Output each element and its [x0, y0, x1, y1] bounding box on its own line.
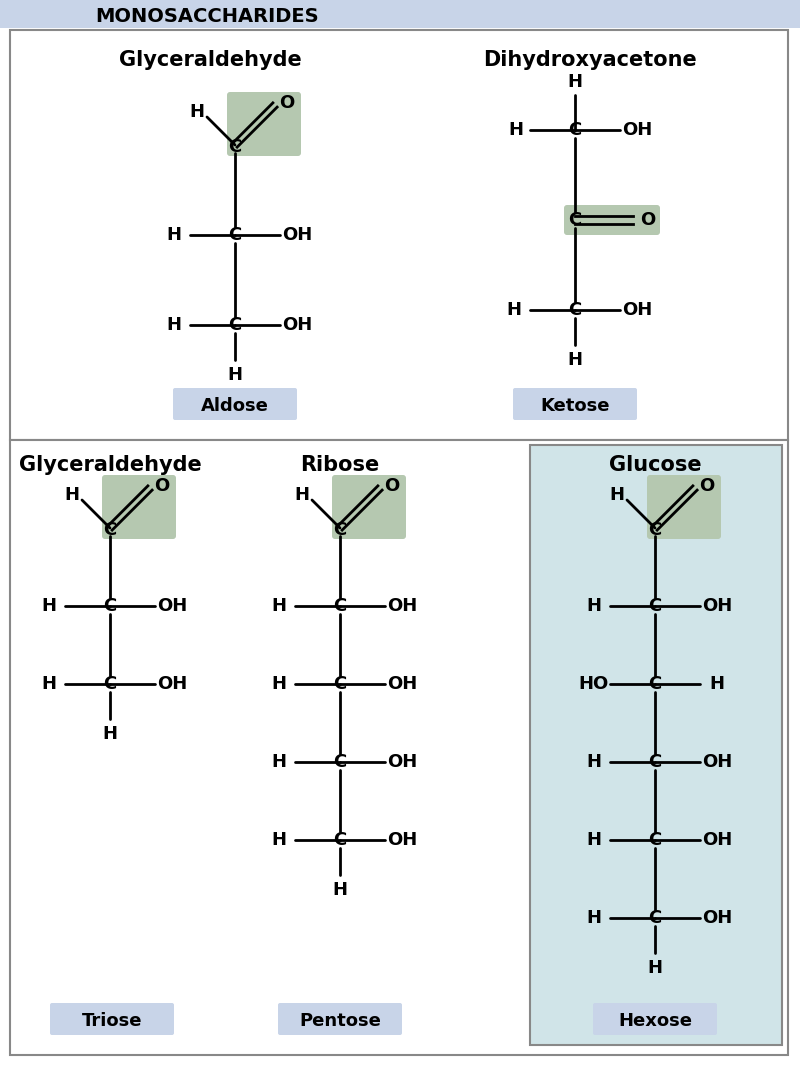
- Text: HO: HO: [579, 675, 609, 693]
- Text: OH: OH: [387, 675, 417, 693]
- Text: OH: OH: [702, 909, 732, 927]
- Text: H: H: [271, 675, 286, 693]
- Bar: [10, 440, 788, 1055]
- Text: H: H: [271, 753, 286, 771]
- Text: OH: OH: [702, 597, 732, 615]
- Text: H: H: [586, 597, 602, 615]
- Text: MONOSACCHARIDES: MONOSACCHARIDES: [95, 6, 318, 26]
- FancyBboxPatch shape: [50, 1003, 174, 1035]
- Text: OH: OH: [387, 753, 417, 771]
- Text: H: H: [166, 226, 182, 244]
- Text: Hexose: Hexose: [618, 1012, 692, 1030]
- FancyBboxPatch shape: [564, 205, 660, 235]
- Text: H: H: [190, 103, 205, 121]
- Text: H: H: [42, 597, 57, 615]
- Text: H: H: [586, 753, 602, 771]
- Text: OH: OH: [157, 675, 187, 693]
- Text: C: C: [648, 521, 662, 538]
- Text: Glyceraldehyde: Glyceraldehyde: [118, 50, 302, 70]
- Text: OH: OH: [622, 300, 652, 319]
- Text: OH: OH: [622, 121, 652, 139]
- Text: H: H: [710, 675, 725, 693]
- Text: C: C: [648, 909, 662, 927]
- Text: H: H: [610, 486, 625, 504]
- Text: C: C: [334, 597, 346, 615]
- FancyBboxPatch shape: [278, 1003, 402, 1035]
- Text: OH: OH: [387, 831, 417, 849]
- Text: C: C: [103, 597, 117, 615]
- Text: H: H: [567, 351, 582, 369]
- Text: C: C: [648, 675, 662, 693]
- Text: H: H: [333, 881, 347, 899]
- Text: OH: OH: [387, 597, 417, 615]
- FancyBboxPatch shape: [102, 475, 176, 538]
- Text: Pentose: Pentose: [299, 1012, 381, 1030]
- Bar: [0, 0, 800, 28]
- Text: Triose: Triose: [82, 1012, 142, 1030]
- Text: O: O: [279, 94, 294, 112]
- Text: H: H: [102, 725, 118, 743]
- Text: Ribose: Ribose: [300, 454, 380, 475]
- FancyBboxPatch shape: [332, 475, 406, 538]
- Text: O: O: [154, 477, 170, 495]
- Text: H: H: [506, 300, 522, 319]
- Text: C: C: [228, 226, 242, 244]
- Text: C: C: [334, 675, 346, 693]
- Text: C: C: [334, 831, 346, 849]
- Text: OH: OH: [702, 753, 732, 771]
- Text: OH: OH: [157, 597, 187, 615]
- FancyBboxPatch shape: [593, 1003, 717, 1035]
- Text: H: H: [509, 121, 523, 139]
- Text: H: H: [65, 486, 79, 504]
- Text: OH: OH: [282, 316, 312, 334]
- Bar: [10, 30, 788, 440]
- Text: C: C: [648, 753, 662, 771]
- Text: H: H: [42, 675, 57, 693]
- Text: OH: OH: [282, 226, 312, 244]
- Text: H: H: [567, 73, 582, 90]
- FancyBboxPatch shape: [647, 475, 721, 538]
- Bar: [530, 445, 782, 1045]
- Text: O: O: [699, 477, 714, 495]
- Text: C: C: [334, 521, 346, 538]
- Text: H: H: [166, 316, 182, 334]
- Text: Aldose: Aldose: [201, 397, 269, 415]
- Text: Dihydroxyacetone: Dihydroxyacetone: [483, 50, 697, 70]
- Text: C: C: [103, 521, 117, 538]
- Text: C: C: [334, 753, 346, 771]
- Text: C: C: [568, 300, 582, 319]
- Text: Ketose: Ketose: [540, 397, 610, 415]
- FancyBboxPatch shape: [513, 388, 637, 420]
- Text: H: H: [647, 959, 662, 977]
- Text: Glyceraldehyde: Glyceraldehyde: [18, 454, 202, 475]
- Text: C: C: [568, 121, 582, 139]
- Text: C: C: [228, 316, 242, 334]
- Text: O: O: [640, 211, 656, 229]
- Text: O: O: [384, 477, 400, 495]
- Text: C: C: [228, 138, 242, 156]
- Text: H: H: [294, 486, 310, 504]
- Text: C: C: [648, 597, 662, 615]
- FancyBboxPatch shape: [173, 388, 297, 420]
- Text: H: H: [271, 597, 286, 615]
- Text: C: C: [568, 211, 582, 229]
- Text: H: H: [586, 831, 602, 849]
- FancyBboxPatch shape: [227, 92, 301, 156]
- Text: H: H: [271, 831, 286, 849]
- Text: H: H: [586, 909, 602, 927]
- Text: C: C: [648, 831, 662, 849]
- Text: OH: OH: [702, 831, 732, 849]
- Text: C: C: [103, 675, 117, 693]
- Text: Glucose: Glucose: [609, 454, 702, 475]
- Text: H: H: [227, 366, 242, 384]
